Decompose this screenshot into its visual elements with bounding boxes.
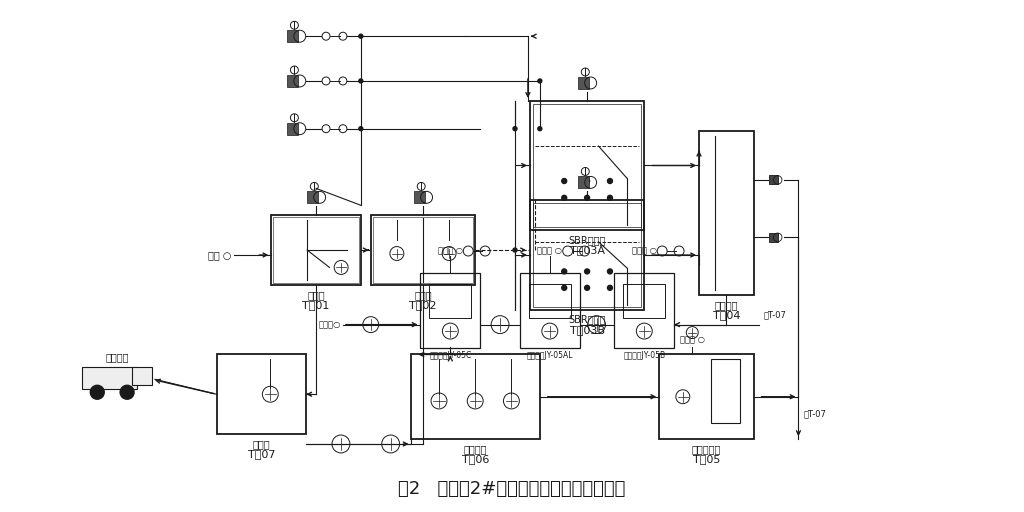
Bar: [307, 191, 317, 203]
Text: 进水 ○: 进水 ○: [208, 250, 231, 260]
Bar: [373, 217, 473, 283]
Bar: [273, 217, 358, 283]
Text: T－01: T－01: [302, 300, 330, 310]
Bar: [271, 215, 360, 285]
Text: 污泥池: 污泥池: [253, 439, 270, 449]
Bar: [520, 273, 580, 348]
Circle shape: [562, 179, 566, 183]
Circle shape: [120, 386, 134, 399]
Text: 回T-07: 回T-07: [764, 310, 786, 319]
Text: 图2   黄骅港2#生活污水处理站工艺流程图: 图2 黄骅港2#生活污水处理站工艺流程图: [398, 480, 626, 498]
Bar: [287, 75, 298, 87]
Text: SBR反应池: SBR反应池: [568, 235, 606, 245]
Text: 自来水 ○: 自来水 ○: [680, 335, 705, 344]
Bar: [371, 215, 475, 285]
Text: 加药装置JY-05B: 加药装置JY-05B: [624, 351, 666, 360]
Circle shape: [585, 285, 590, 290]
Circle shape: [358, 34, 362, 38]
Bar: [579, 177, 589, 188]
Bar: [532, 203, 641, 307]
Bar: [217, 354, 306, 434]
Circle shape: [538, 79, 542, 83]
Text: 污泥外运: 污泥外运: [105, 352, 129, 362]
Bar: [711, 359, 739, 423]
Text: T－04: T－04: [713, 310, 740, 319]
Text: 中间水池: 中间水池: [715, 300, 738, 310]
Circle shape: [358, 126, 362, 131]
Bar: [614, 273, 674, 348]
Circle shape: [562, 269, 566, 274]
Circle shape: [513, 248, 517, 252]
Bar: [287, 123, 298, 135]
Bar: [699, 131, 754, 295]
Text: 回用水池: 回用水池: [464, 444, 487, 454]
Circle shape: [358, 79, 362, 83]
Bar: [769, 176, 777, 184]
Circle shape: [585, 179, 590, 183]
Circle shape: [562, 285, 566, 290]
Text: T－02: T－02: [410, 300, 436, 310]
Bar: [414, 191, 425, 203]
Circle shape: [607, 179, 612, 183]
Bar: [287, 30, 298, 42]
Text: 加药装置JY-05AL: 加药装置JY-05AL: [526, 351, 573, 360]
Circle shape: [538, 126, 542, 131]
Bar: [429, 284, 471, 317]
Bar: [411, 354, 540, 439]
Bar: [132, 368, 152, 386]
Circle shape: [90, 386, 104, 399]
Bar: [529, 200, 644, 310]
Circle shape: [607, 269, 612, 274]
Circle shape: [607, 196, 612, 200]
Circle shape: [607, 285, 612, 290]
Bar: [529, 284, 570, 317]
Circle shape: [562, 196, 566, 200]
Text: 回T-07: 回T-07: [804, 410, 826, 419]
Bar: [529, 101, 644, 230]
Text: 自来水 ○: 自来水 ○: [632, 246, 656, 255]
Bar: [532, 104, 641, 227]
Text: 调节池: 调节池: [414, 290, 432, 300]
Text: 自来水 ○: 自来水 ○: [538, 246, 562, 255]
Text: 集水池: 集水池: [307, 290, 325, 300]
Bar: [421, 273, 480, 348]
Bar: [769, 233, 777, 242]
Bar: [659, 354, 754, 439]
Text: 自来水 ○: 自来水 ○: [438, 246, 463, 255]
Text: T－03A: T－03A: [569, 245, 604, 255]
Text: 回用水○: 回用水○: [318, 320, 341, 329]
Bar: [624, 284, 666, 317]
Bar: [82, 368, 137, 389]
Text: SBR反应池: SBR反应池: [568, 315, 606, 325]
Text: T－03B: T－03B: [569, 325, 604, 335]
Text: 自动排水器: 自动排水器: [692, 444, 721, 454]
Circle shape: [513, 126, 517, 131]
Text: T－05: T－05: [693, 454, 720, 464]
Bar: [579, 77, 589, 89]
Circle shape: [585, 269, 590, 274]
Text: T－06: T－06: [462, 454, 488, 464]
Circle shape: [585, 196, 590, 200]
Text: T－07: T－07: [248, 449, 275, 459]
Text: 消毒装置JY-05C: 消毒装置JY-05C: [429, 351, 471, 360]
